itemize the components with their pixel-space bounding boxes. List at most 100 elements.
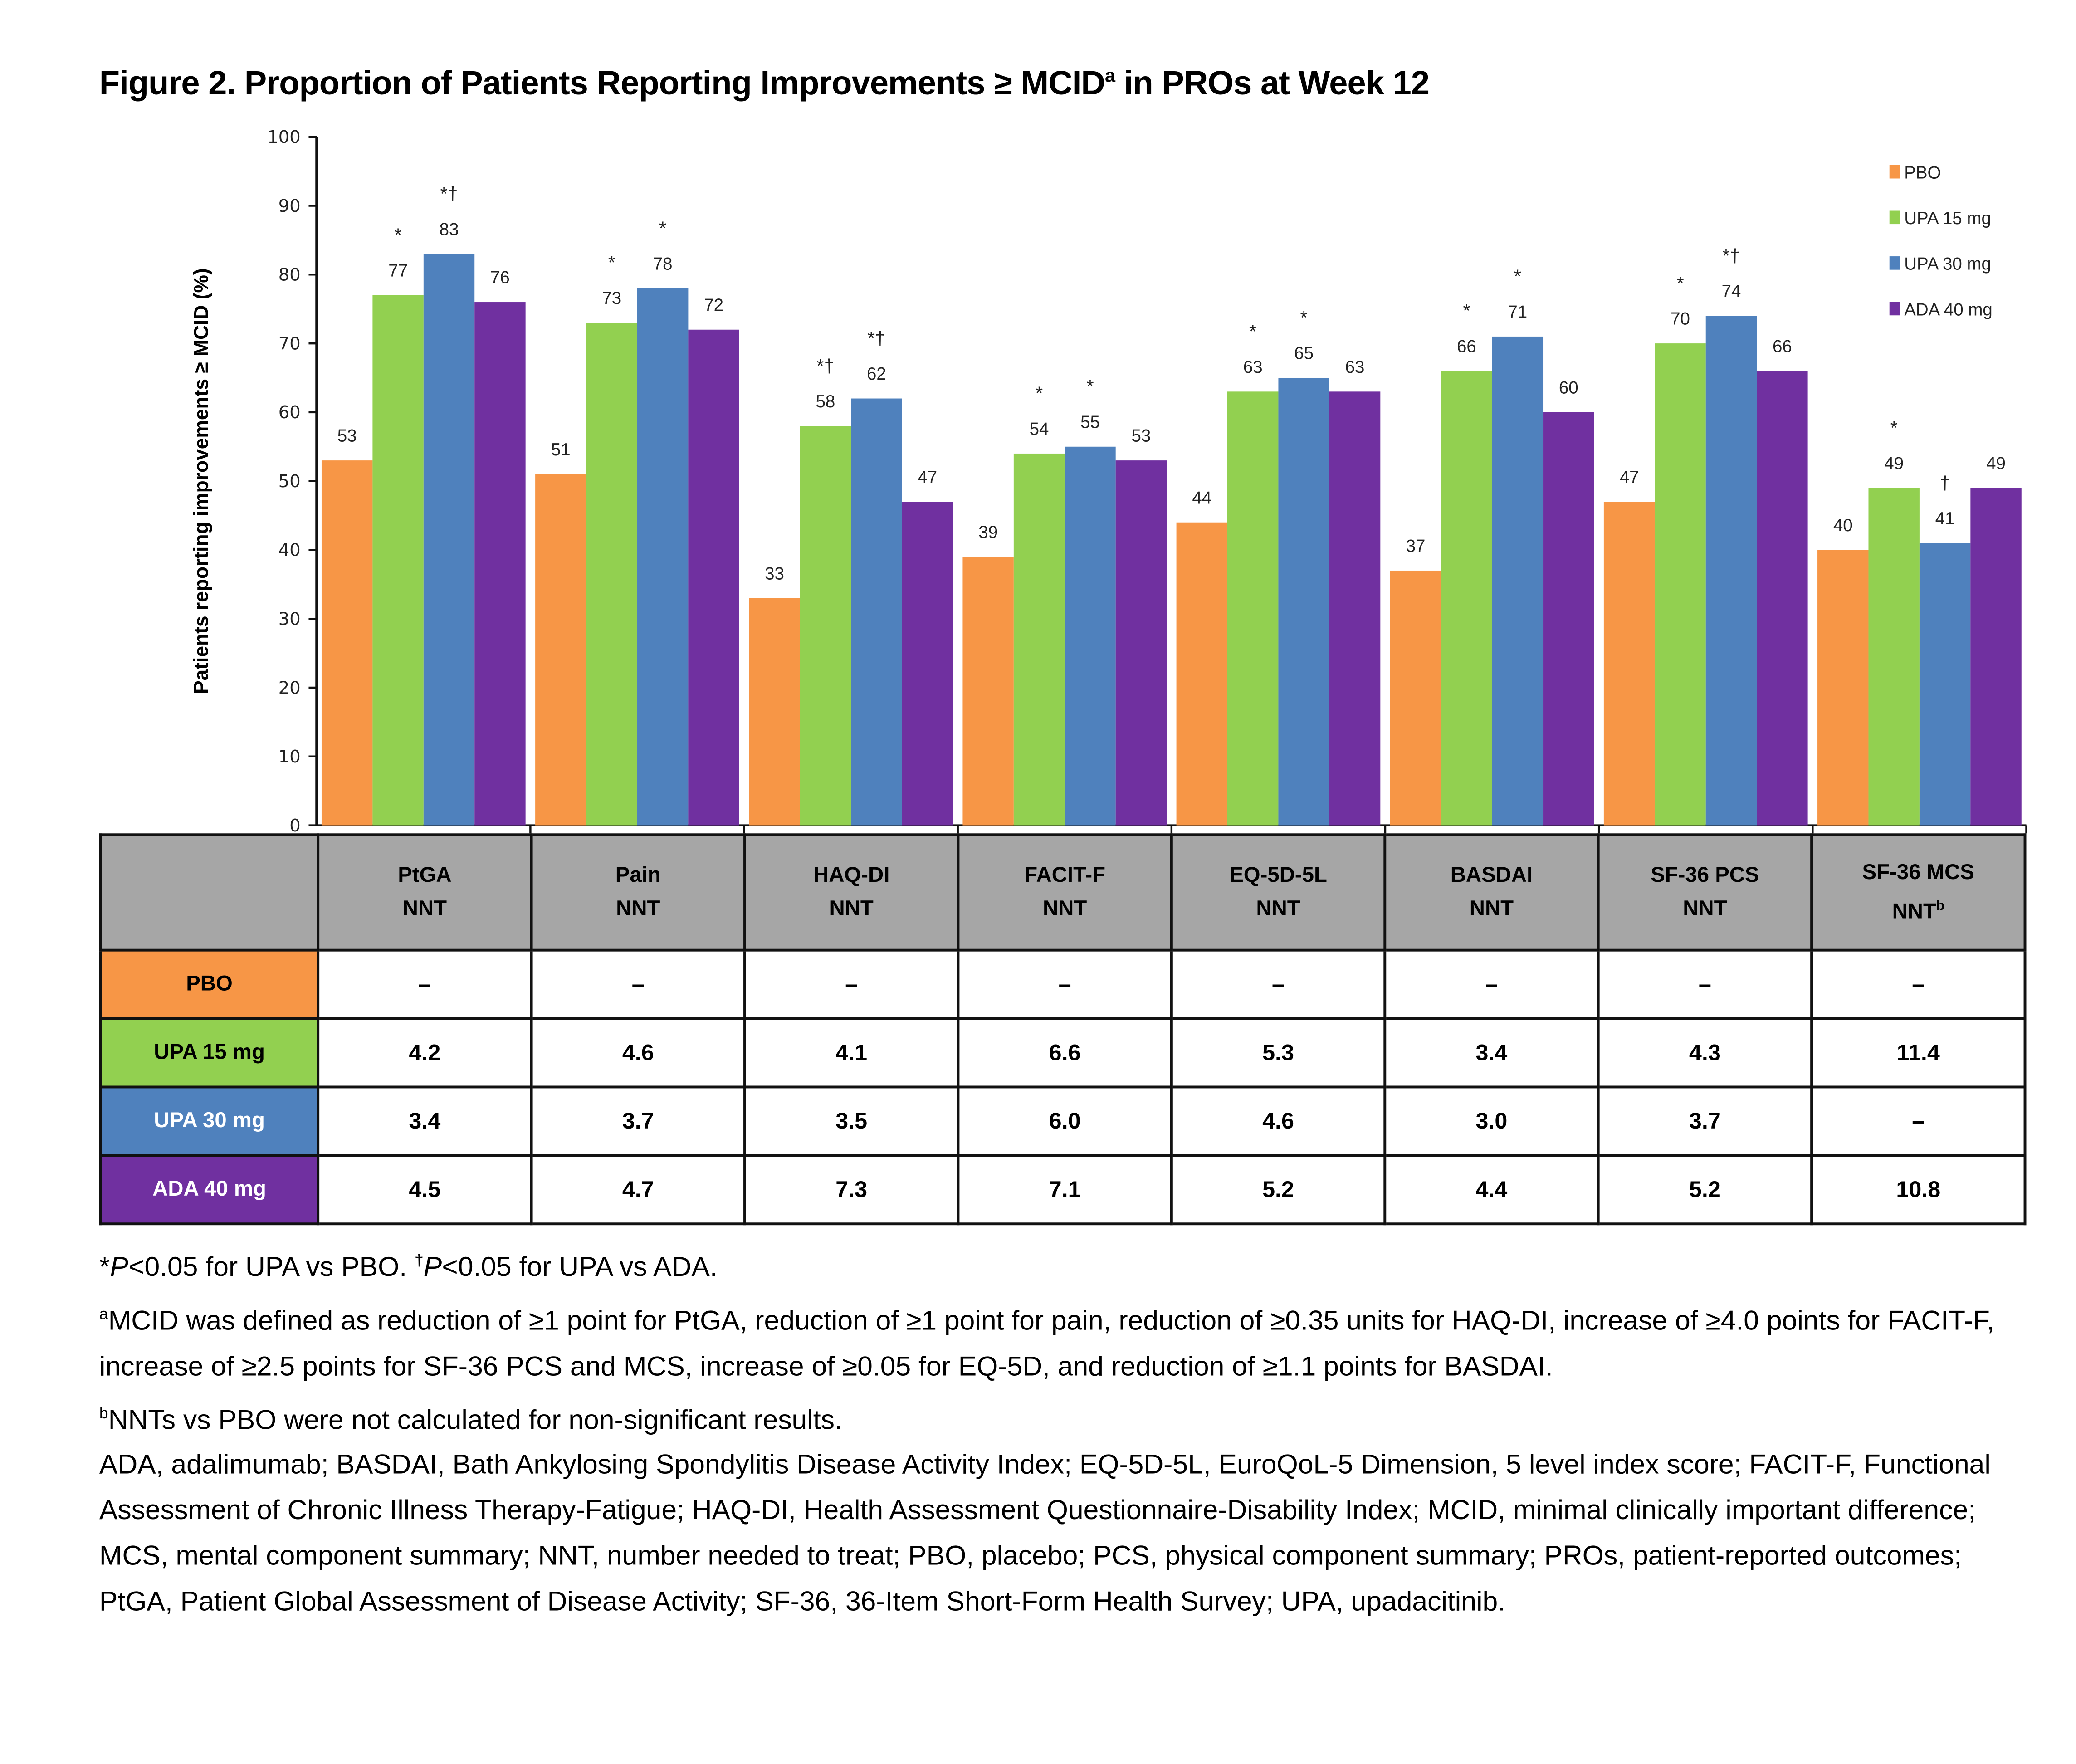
data-label: 40: [1833, 516, 1853, 535]
data-label: 47: [1620, 468, 1639, 487]
bar: [1817, 550, 1869, 826]
nnt-cell: 3.4: [1383, 1017, 1600, 1089]
note-text: <0.05 for UPA vs PBO.: [128, 1251, 415, 1283]
note-superscript: a: [99, 1304, 108, 1323]
data-label: 49: [1884, 454, 1904, 473]
bar: [1492, 336, 1544, 826]
significance-marker: *: [1890, 417, 1898, 438]
data-label: 66: [1457, 337, 1476, 356]
significance-marker: *: [1676, 273, 1684, 294]
nnt-cell: –: [1810, 1085, 2027, 1157]
column-header-metric: NNT: [1042, 898, 1087, 921]
column-header-metric: NNT: [402, 898, 447, 921]
data-label: 33: [765, 564, 784, 583]
legend-label: PBO: [1904, 163, 1941, 182]
legend-swatch: [1889, 210, 1900, 225]
p-italic: P: [110, 1251, 129, 1283]
bar-chart: 0 10 20 30 40 50 60 70 80 90 100 Patients reporting…: [191, 127, 2027, 836]
nnt-cell: 4.6: [1170, 1085, 1387, 1157]
significance-marker: *: [1036, 383, 1043, 404]
data-label: 70: [1671, 309, 1690, 329]
bar: [1390, 570, 1441, 826]
column-header: PtGA NNT: [317, 833, 533, 952]
bar: [962, 557, 1014, 826]
significance-marker: *: [1249, 321, 1256, 342]
data-label: 83: [440, 220, 459, 239]
data-label: 58: [816, 392, 835, 411]
bar: [688, 329, 739, 826]
title-suffix: in PROs at Week 12: [1115, 64, 1430, 103]
mcid-note: aMCID was defined as reduction of ≥1 poi…: [99, 1291, 2005, 1390]
y-tick-label: 30: [278, 609, 301, 630]
nnt-cell: –: [1383, 948, 1600, 1020]
nnt-cell: 11.4: [1810, 1017, 2027, 1089]
legend-swatch: [1889, 256, 1900, 270]
nnt-cell: 7.1: [957, 1154, 1173, 1226]
data-label: 44: [1192, 488, 1211, 508]
nnt-cell: 4.4: [1383, 1154, 1600, 1226]
table-row: PBO – – – – – – – –: [99, 948, 2027, 1020]
bar: [902, 502, 953, 826]
significance-marker: *: [1086, 376, 1094, 397]
significance-note: *P<0.05 for UPA vs PBO. †P<0.05 for UPA …: [99, 1237, 2005, 1291]
column-header-superscript: b: [1936, 899, 1945, 914]
data-label: 53: [337, 426, 357, 446]
significance-marker: *: [1463, 300, 1470, 321]
nnt-cell: 7.3: [743, 1154, 960, 1226]
footnotes: *P<0.05 for UPA vs PBO. †P<0.05 for UPA …: [99, 1237, 2005, 1626]
column-header-measure: HAQ-DI: [813, 864, 890, 887]
significance-marker: *†: [440, 183, 458, 204]
significance-marker: *†: [868, 328, 885, 349]
bar: [1919, 543, 1971, 826]
note-text: NNTs vs PBO were not calculated for non-…: [108, 1404, 842, 1436]
dagger-symbol: †: [415, 1251, 424, 1270]
table-row: ADA 40 mg 4.5 4.7 7.3 7.1 5.2 4.4 5.2 10.8: [99, 1154, 2027, 1226]
bar: [1655, 343, 1706, 826]
column-header-metric: NNT: [1256, 898, 1300, 921]
nnt-cell: 6.0: [957, 1085, 1173, 1157]
y-tick-label: 100: [267, 127, 300, 147]
column-header-measure: FACIT-F: [1024, 864, 1106, 887]
y-tick-label: 80: [278, 265, 301, 285]
nnt-cell: 3.4: [317, 1085, 533, 1157]
significance-marker: *: [1514, 266, 1521, 287]
bar: [1065, 446, 1116, 826]
bar: [1757, 371, 1808, 826]
figure-title: Figure 2. Proportion of Patients Reporti…: [99, 64, 1430, 104]
significance-marker: *: [659, 218, 666, 239]
significance-marker: *: [1300, 308, 1308, 328]
significance-marker: *: [608, 252, 615, 273]
nnt-cell: –: [530, 948, 746, 1020]
y-axis-title: Patients reporting improvements ≥ MCID (…: [191, 268, 213, 694]
bar: [423, 254, 475, 826]
data-label: 66: [1773, 337, 1792, 356]
legend-swatch: [1889, 165, 1900, 179]
row-header: UPA 15 mg: [99, 1017, 320, 1089]
column-header-measure: SF-36 PCS: [1651, 864, 1759, 887]
nnt-cell: 5.2: [1597, 1154, 1813, 1226]
column-header: FACIT-F NNT: [957, 833, 1173, 952]
data-label: 72: [704, 295, 723, 315]
data-label: 63: [1345, 357, 1365, 377]
significance-marker: *: [395, 225, 402, 246]
column-header: Pain NNT: [530, 833, 746, 952]
column-header-measure: Pain: [615, 864, 661, 887]
column-header: BASDAI NNT: [1383, 833, 1600, 952]
bar: [1278, 377, 1329, 826]
nnt-cell: 6.6: [957, 1017, 1173, 1089]
row-header: ADA 40 mg: [99, 1154, 320, 1226]
bar: [535, 474, 586, 826]
column-header-measure: EQ-5D-5L: [1229, 864, 1327, 887]
data-label: 47: [918, 468, 937, 487]
p-italic: P: [423, 1251, 442, 1283]
row-header: PBO: [99, 948, 320, 1020]
bar: [1543, 412, 1594, 826]
data-label: 41: [1935, 509, 1955, 528]
legend-label: UPA 30 mg: [1904, 254, 1991, 274]
data-label: 37: [1406, 537, 1426, 556]
bar: [1176, 522, 1228, 826]
abbreviations-note: ADA, adalimumab; BASDAI, Bath Ankylosing…: [99, 1450, 1991, 1618]
bar: [851, 398, 902, 826]
data-label: 54: [1030, 420, 1049, 439]
data-label: 53: [1132, 426, 1151, 446]
